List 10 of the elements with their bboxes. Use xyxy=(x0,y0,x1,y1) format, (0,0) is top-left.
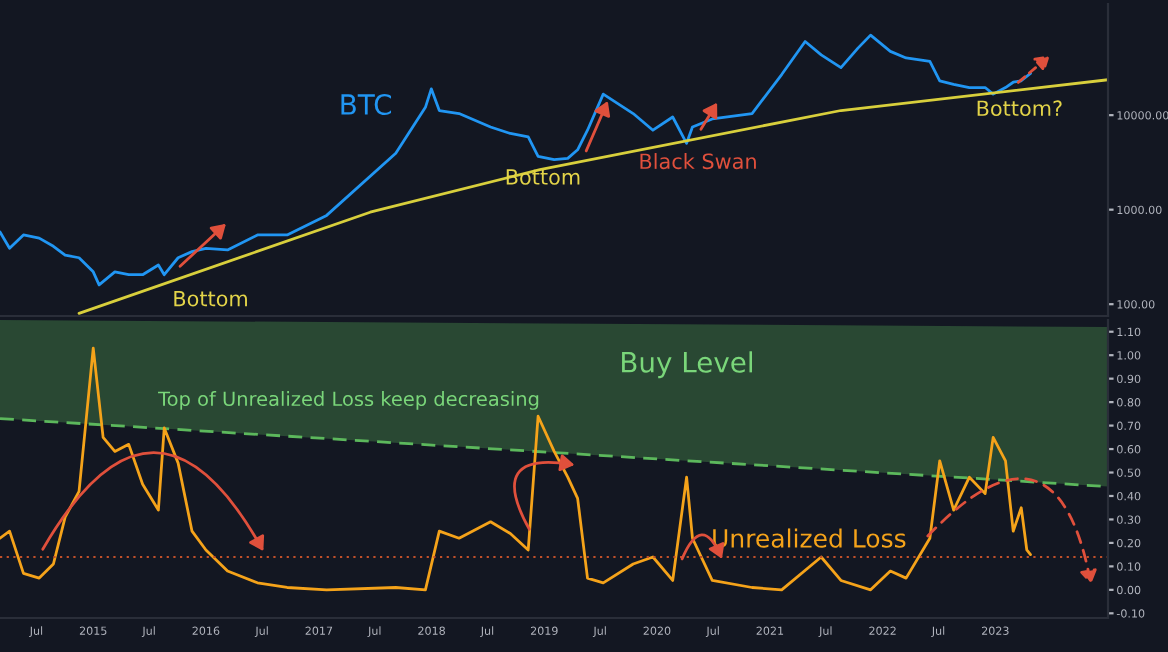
annotation: BTC xyxy=(341,94,392,116)
annotation: Black Swan xyxy=(640,153,756,170)
line-series xyxy=(77,78,1108,315)
annotation: Unrealized Loss xyxy=(713,528,906,548)
annotation: Bottom? xyxy=(977,100,1062,117)
annotation: Top of Unrealized Loss keep decreasing xyxy=(158,391,539,410)
line-series xyxy=(0,346,1032,592)
annotation: Buy Level xyxy=(622,351,752,379)
annotation: Bottom xyxy=(174,290,247,307)
annotation: Bottom xyxy=(506,169,580,185)
